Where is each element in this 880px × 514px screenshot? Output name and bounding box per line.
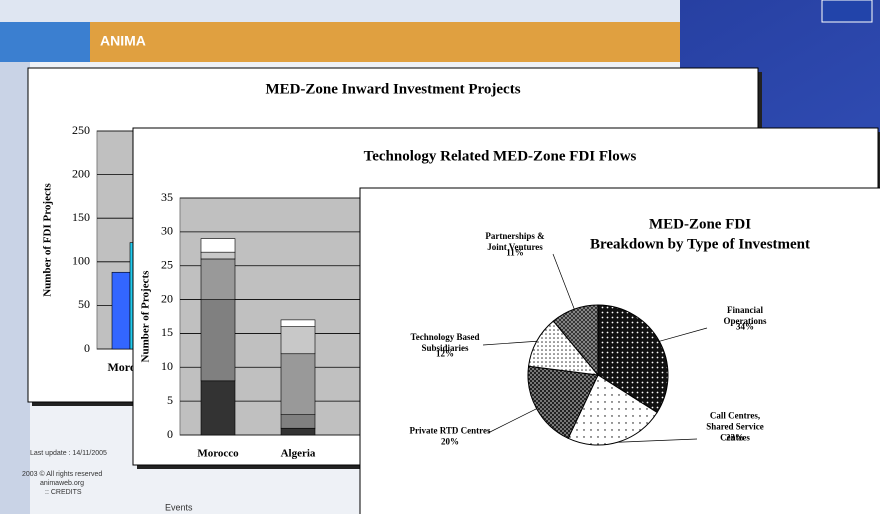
y-tick-label: 5 — [167, 393, 173, 407]
bar-segment — [200, 238, 236, 253]
slice-label: Operations — [723, 316, 766, 326]
pie-slice — [527, 365, 599, 440]
slice-label: Call Centres, — [710, 411, 760, 421]
bar — [111, 271, 131, 350]
bar-segment — [280, 427, 316, 436]
value-label: 11% — [506, 248, 524, 258]
y-axis-title: Number of Projects — [140, 270, 152, 363]
y-tick-label: 50 — [78, 297, 90, 311]
footer-link[interactable]: :: CREDITS — [45, 489, 82, 496]
slice-label: Private RTD Centres — [410, 426, 491, 436]
bar-segment — [280, 326, 316, 355]
y-tick-label: 20 — [161, 291, 173, 305]
slice-label: Subsidiaries — [421, 343, 469, 353]
y-tick-label: 200 — [72, 166, 90, 180]
pie-slice — [567, 374, 658, 446]
banner — [0, 22, 680, 62]
y-tick-label: 10 — [161, 359, 173, 373]
leader-line — [487, 408, 537, 434]
y-tick-label: 0 — [167, 427, 173, 441]
chart-title: Technology Related MED-Zone FDI Flows — [364, 148, 637, 164]
slice-label: Partnerships & — [485, 231, 545, 241]
y-tick-label: 35 — [161, 190, 173, 204]
footer-text: animaweb.org — [40, 480, 84, 487]
slice-label: Centres — [720, 433, 750, 443]
footer-text: Last update : 14/11/2005 — [30, 450, 107, 457]
y-tick-label: 150 — [72, 210, 90, 224]
leader-line — [482, 340, 537, 346]
y-tick-label: 100 — [72, 254, 90, 268]
banner-map — [0, 22, 90, 62]
chart-title: Breakdown by Type of Investment — [590, 236, 810, 252]
card: MED-Zone FDI Breakdown by Type of Investm… — [359, 187, 880, 514]
leader-line — [552, 253, 575, 310]
sidebar — [0, 62, 30, 514]
leader-line — [659, 327, 708, 342]
slice-label: Joint Ventures — [487, 242, 543, 252]
bar-segment — [200, 299, 236, 382]
bar-segment — [280, 414, 316, 429]
bar-segment — [200, 251, 236, 260]
value-label: 34% — [736, 322, 754, 332]
bar-segment — [280, 353, 316, 415]
value-label: 12% — [436, 349, 454, 359]
leader-line — [617, 438, 698, 443]
chart-title: MED-Zone FDI — [649, 216, 751, 232]
footer-text: 2003 © All rights reserved — [22, 470, 102, 478]
y-tick-label: 0 — [84, 341, 90, 355]
y-axis-title: Number of FDI Projects — [42, 183, 54, 297]
banner-title: ANIMA — [100, 33, 146, 49]
y-tick-label: 25 — [161, 257, 173, 271]
slice-label: Financial — [727, 305, 764, 315]
x-tick-label: Algeria — [281, 448, 316, 460]
bar-segment — [280, 319, 316, 327]
y-tick-label: 30 — [161, 224, 173, 238]
slice-label: Technology Based — [411, 332, 480, 342]
y-tick-label: 250 — [72, 123, 90, 137]
bar-segment — [200, 380, 236, 436]
x-tick-label: Morocco — [197, 448, 239, 460]
menu-item[interactable]: Events — [165, 502, 193, 512]
bar-segment — [200, 258, 236, 300]
slice-label: Shared Service — [706, 422, 764, 432]
y-tick-label: 15 — [161, 325, 173, 339]
logo — [821, 0, 873, 23]
value-label: 23% — [726, 433, 744, 443]
chart-title: MED-Zone Inward Investment Projects — [265, 81, 520, 97]
value-label: 20% — [441, 437, 459, 447]
pie-slice — [552, 304, 599, 377]
toolbar[interactable] — [0, 0, 680, 22]
